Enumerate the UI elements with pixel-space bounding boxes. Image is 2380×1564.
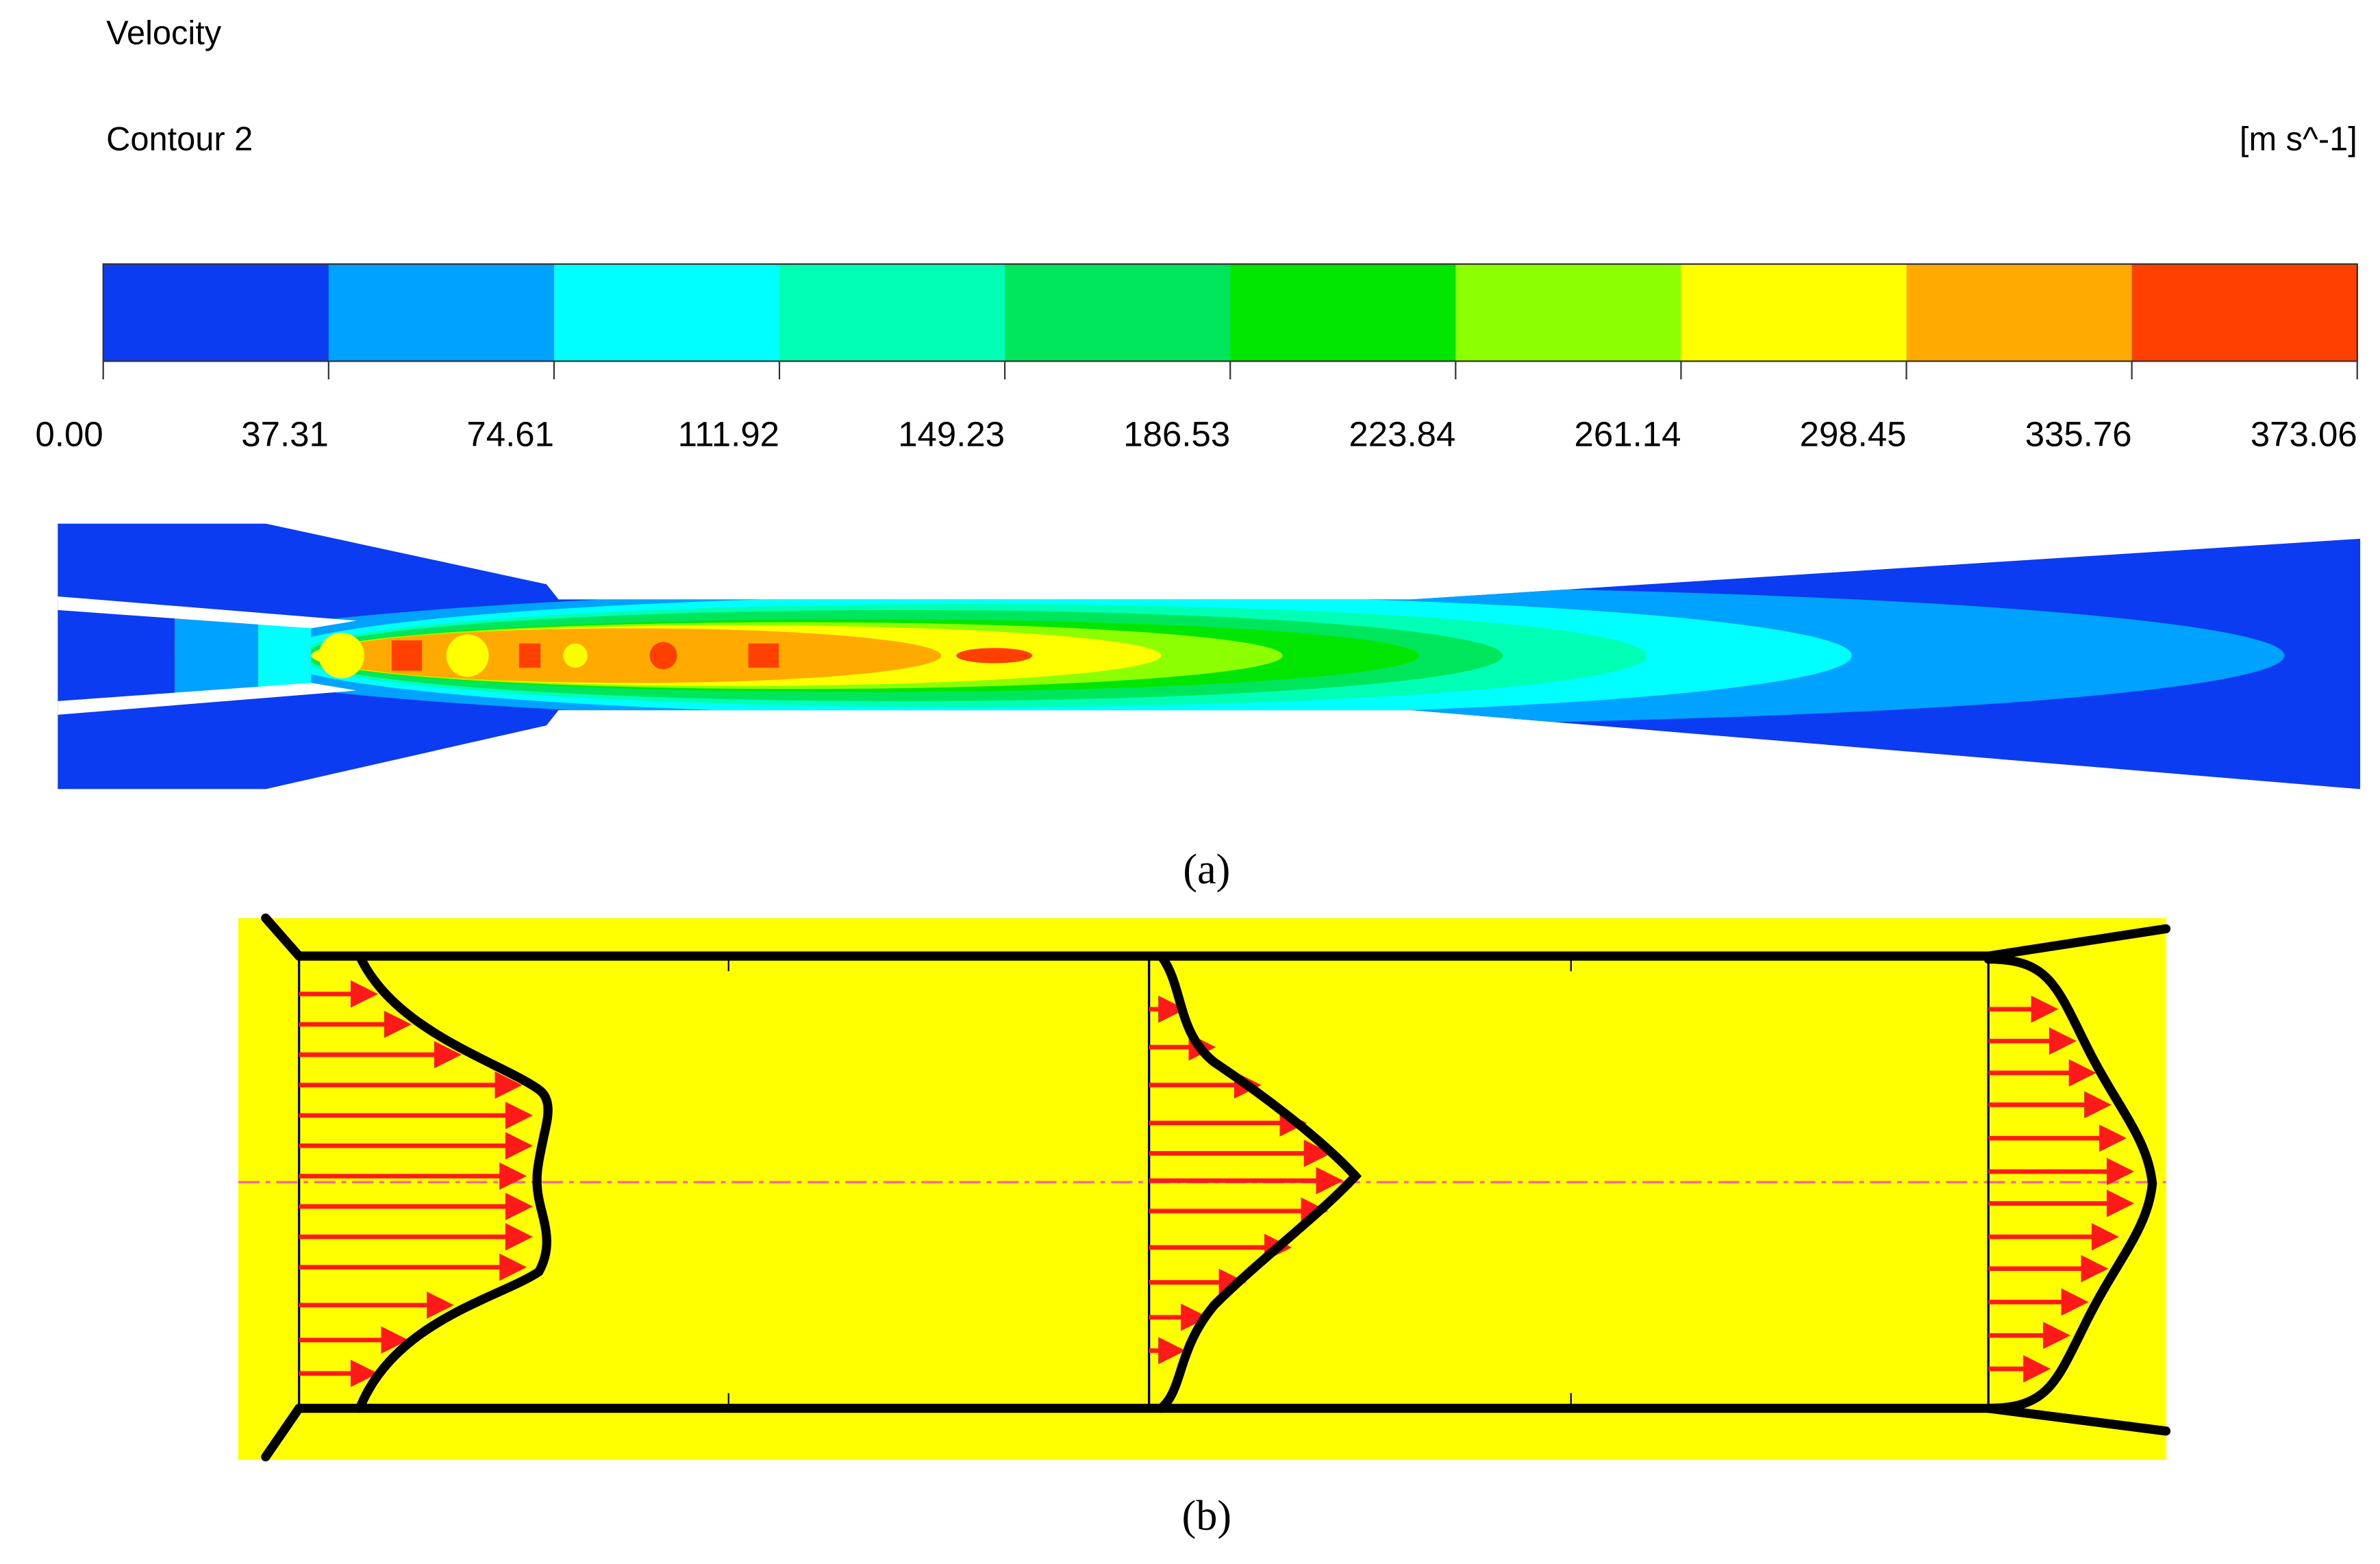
velocity-profile <box>1156 951 1362 1413</box>
contour-spot <box>563 643 588 668</box>
legend-swatch <box>103 264 329 362</box>
legend-swatch <box>553 264 781 362</box>
caption: (a) <box>1183 846 1230 893</box>
unit-label: [m s^-1] <box>2240 121 2357 157</box>
legend-label: 186.53 <box>1123 415 1230 454</box>
legend-label: 373.06 <box>2251 415 2357 454</box>
arrow-group <box>299 980 2134 1387</box>
contour-spot <box>446 634 489 677</box>
contour-spot <box>649 642 677 670</box>
legend-label: 149.23 <box>898 415 1005 454</box>
contour-spot <box>318 633 364 679</box>
velocity-profile <box>1983 954 2157 1413</box>
wall <box>261 913 304 961</box>
wall <box>1983 924 2171 961</box>
velocity-profile <box>355 951 553 1413</box>
legend-label: 37.31 <box>241 415 329 454</box>
contour-band <box>174 614 266 697</box>
contour-name: Contour 2 <box>106 121 253 157</box>
contour-spot <box>391 640 423 671</box>
legend-label: 111.92 <box>678 415 779 454</box>
contour-plot <box>58 523 2361 790</box>
legend-swatch <box>2131 264 2358 362</box>
legend-swatch <box>1005 264 1231 362</box>
wall <box>261 1403 304 1462</box>
legend-swatch <box>1455 264 1682 362</box>
legend-label: 261.14 <box>1575 415 1681 454</box>
legend-swatch <box>779 264 1006 362</box>
legend-label: 298.45 <box>1800 415 1907 454</box>
legend-swatch <box>1681 264 1907 362</box>
legend-label: 74.61 <box>466 415 554 454</box>
legend-label: 0.00 <box>36 415 103 454</box>
velocity-profiles <box>238 913 2171 1462</box>
nozzle-wall <box>58 683 357 715</box>
caption: (b) <box>1182 1493 1231 1539</box>
panel-background <box>238 918 2166 1460</box>
legend-swatch <box>1230 264 1457 362</box>
walls <box>261 913 2171 1462</box>
contour-band <box>258 622 312 690</box>
contour-spot <box>518 643 540 668</box>
color-legend: 0.00 37.31 74.61 111.92 149.23 186.53 223.84 26… <box>36 263 2358 454</box>
legend-swatch <box>1906 264 2133 362</box>
nozzle-wall <box>58 596 357 629</box>
contour-band <box>956 648 1033 664</box>
contour-spot <box>748 643 779 668</box>
wall <box>1983 1403 2171 1436</box>
variable-label: Velocity <box>106 14 222 51</box>
legend-swatch <box>328 264 555 362</box>
legend-label: 335.76 <box>2025 415 2132 454</box>
legend-label: 223.84 <box>1349 415 1455 454</box>
